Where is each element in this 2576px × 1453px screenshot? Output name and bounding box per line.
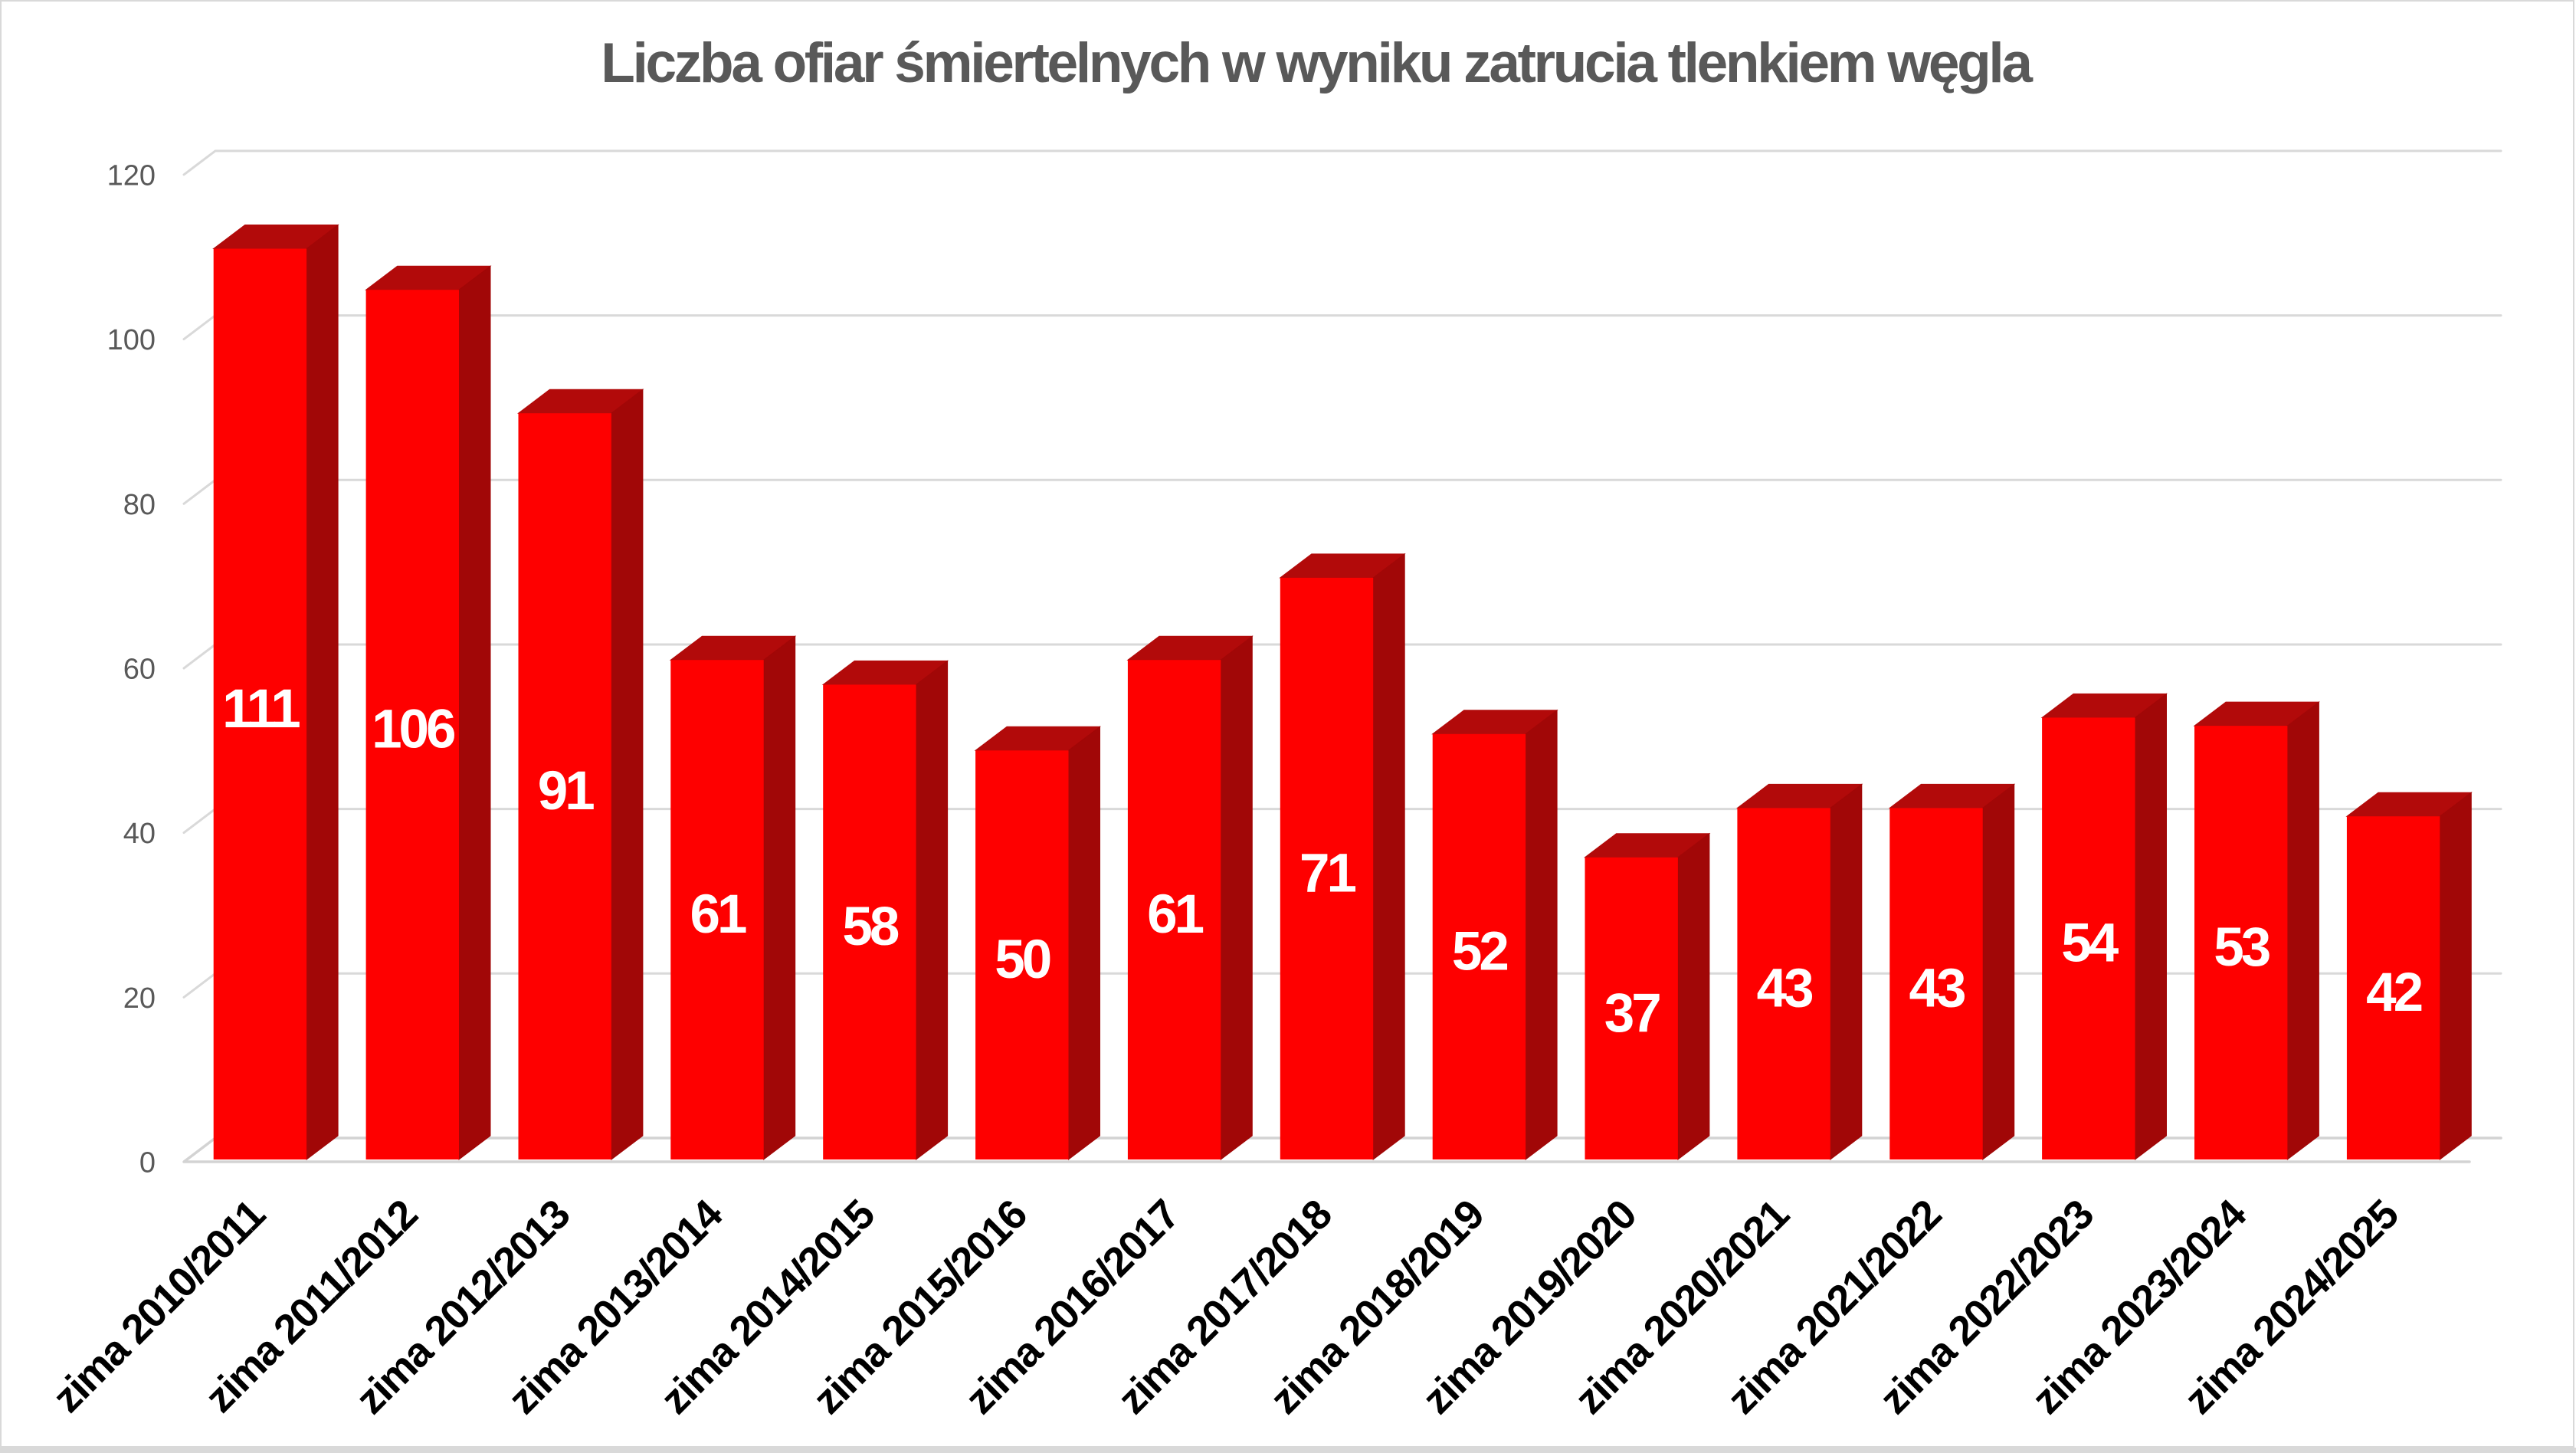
- svg-text:58: 58: [842, 897, 898, 957]
- svg-text:100: 100: [107, 324, 156, 356]
- svg-text:20: 20: [123, 982, 156, 1015]
- svg-text:61: 61: [690, 884, 746, 945]
- svg-text:43: 43: [1757, 959, 1812, 1019]
- svg-text:61: 61: [1147, 884, 1203, 945]
- svg-text:0: 0: [139, 1147, 156, 1179]
- svg-text:53: 53: [2214, 917, 2269, 978]
- svg-text:106: 106: [372, 700, 454, 760]
- svg-text:54: 54: [2061, 913, 2119, 974]
- svg-text:111: 111: [222, 679, 300, 740]
- svg-text:91: 91: [538, 761, 594, 822]
- svg-text:120: 120: [107, 159, 156, 192]
- svg-text:40: 40: [123, 818, 156, 850]
- svg-text:80: 80: [123, 489, 156, 521]
- svg-text:52: 52: [1452, 921, 1507, 982]
- svg-text:71: 71: [1299, 843, 1355, 904]
- svg-text:43: 43: [1909, 959, 1965, 1019]
- svg-text:37: 37: [1604, 983, 1660, 1044]
- svg-text:42: 42: [2366, 963, 2421, 1023]
- svg-text:60: 60: [123, 654, 156, 686]
- svg-text:50: 50: [995, 930, 1050, 990]
- svg-text:Liczba ofiar śmiertelnych w wy: Liczba ofiar śmiertelnych w wyniku zatru…: [601, 32, 2034, 94]
